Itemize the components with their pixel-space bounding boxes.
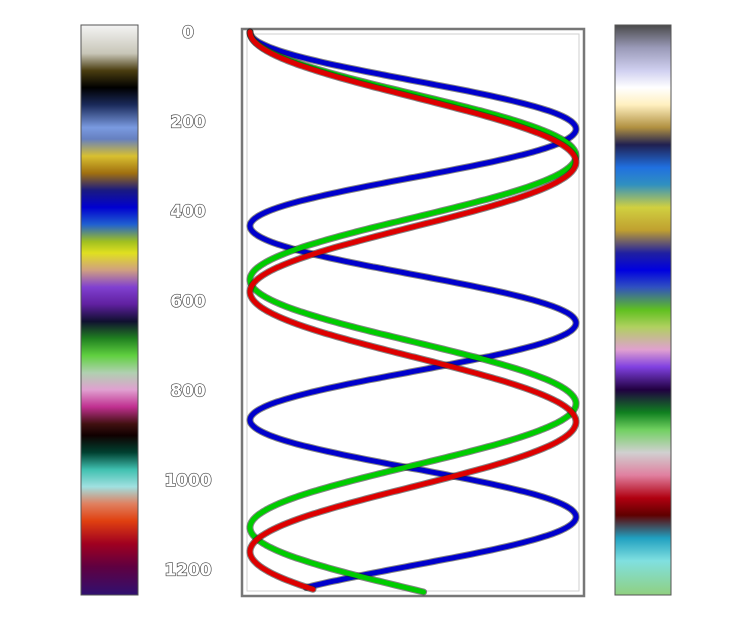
series-line [247, 29, 579, 590]
y-tick-label: 0 [182, 23, 194, 43]
series-line [247, 29, 579, 592]
y-tick-label: 200 [170, 113, 206, 133]
y-axis-ticks: 0 200 400 600 800 1000 1200 [164, 22, 213, 581]
y-tick-label: 800 [170, 381, 206, 401]
series-line [247, 29, 579, 595]
y-tick-label: 600 [170, 292, 206, 312]
colorbar-left [80, 24, 139, 596]
y-tick-label: 1200 [164, 561, 211, 581]
series-layer [246, 28, 580, 596]
y-tick-label: 1000 [164, 471, 211, 491]
colorbar-right [614, 24, 672, 596]
y-tick-label: 400 [170, 202, 206, 222]
